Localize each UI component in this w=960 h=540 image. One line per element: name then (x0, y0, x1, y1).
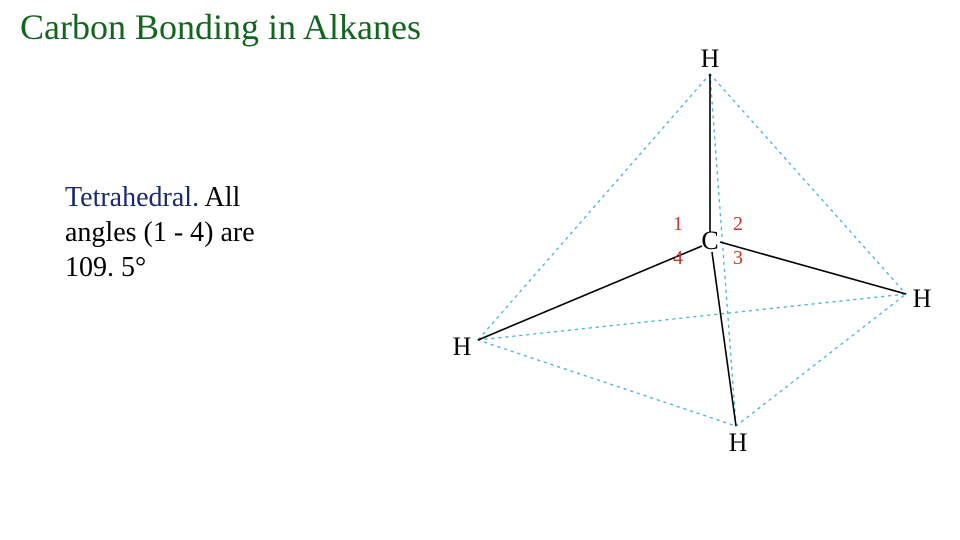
body-line1-rest: All (199, 182, 240, 213)
tetra-edge (478, 294, 906, 340)
body-text: Tetrahedral. All angles (1 - 4) are 109.… (65, 180, 365, 285)
bond-line (712, 252, 736, 426)
atom-center-c: C (701, 226, 718, 255)
body-line3: 109. 5° (65, 252, 146, 283)
atom-h: H (913, 284, 932, 313)
angle-label: 2 (733, 213, 743, 235)
slide-title: Carbon Bonding in Alkanes (20, 8, 421, 48)
angle-label: 1 (673, 213, 683, 235)
angle-label: 4 (673, 247, 683, 269)
body-line2: angles (1 - 4) are (65, 217, 255, 248)
slide-root: Carbon Bonding in Alkanes Tetrahedral. A… (0, 0, 960, 540)
tetrahedral-diagram: C H H H H 1 2 3 4 (420, 30, 940, 470)
atom-h: H (701, 44, 720, 73)
angle-label: 3 (733, 247, 743, 269)
tetra-edge (478, 74, 710, 340)
tetra-edge (478, 340, 736, 426)
atom-h: H (453, 332, 472, 361)
atom-h: H (729, 428, 748, 457)
bond-line (720, 242, 906, 294)
diagram-svg: C H H H H 1 2 3 4 (420, 30, 940, 470)
bond-line (478, 246, 702, 340)
body-word-tetrahedral: Tetrahedral. (65, 182, 199, 213)
tetra-edge (736, 294, 906, 426)
